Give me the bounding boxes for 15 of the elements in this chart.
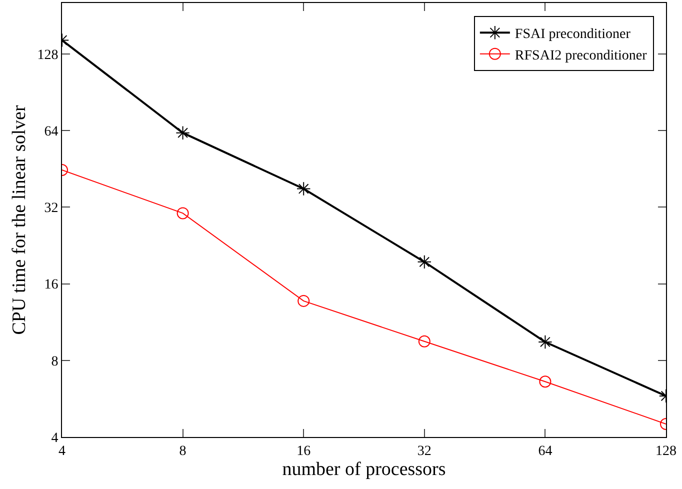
y-tick-label: 128	[37, 48, 58, 63]
x-tick-label: 64	[538, 444, 552, 459]
x-axis-title: number of processors	[282, 458, 446, 480]
y-tick-label: 64	[44, 124, 58, 140]
y-tick-label: 32	[44, 201, 58, 216]
x-tick-label: 16	[296, 444, 311, 459]
x-tick-label: 128	[656, 444, 676, 459]
legend-label: FSAI preconditioner	[514, 27, 631, 42]
y-tick-label: 8	[51, 354, 58, 370]
y-tick-label: 4	[51, 430, 58, 446]
y-tick-label: 16	[44, 278, 58, 293]
x-tick-label: 32	[417, 444, 432, 459]
y-axis-title: CPU time for the linear solver	[9, 104, 30, 335]
x-tick-label: 8	[179, 444, 186, 459]
legend-label: RFSAI2 preconditioner	[514, 48, 648, 64]
